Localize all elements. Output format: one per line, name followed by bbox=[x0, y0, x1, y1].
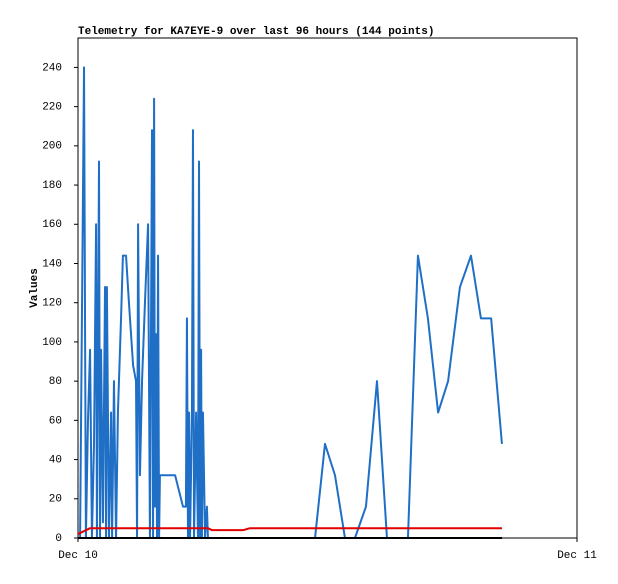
y-tick-label: 0 bbox=[55, 533, 62, 545]
y-tick-label: 140 bbox=[42, 258, 62, 270]
x-tick-label: Dec 11 bbox=[557, 550, 597, 562]
y-tick-label: 100 bbox=[42, 337, 62, 349]
y-tick-label: 220 bbox=[42, 102, 62, 114]
y-tick-label: 180 bbox=[42, 180, 62, 192]
y-axis-label: Values bbox=[29, 268, 41, 308]
y-tick-label: 160 bbox=[42, 219, 62, 231]
y-tick-label: 240 bbox=[42, 62, 62, 74]
y-tick-label: 80 bbox=[49, 376, 62, 388]
y-tick-label: 120 bbox=[42, 298, 62, 310]
x-tick-label: Dec 10 bbox=[58, 550, 98, 562]
y-tick-label: 200 bbox=[42, 141, 62, 153]
y-tick-label: 20 bbox=[49, 494, 62, 506]
chart-title: Telemetry for KA7EYE-9 over last 96 hour… bbox=[78, 26, 434, 38]
series-line bbox=[77, 527, 502, 535]
y-tick-label: 40 bbox=[49, 454, 62, 466]
y-tick-label: 60 bbox=[49, 415, 62, 427]
